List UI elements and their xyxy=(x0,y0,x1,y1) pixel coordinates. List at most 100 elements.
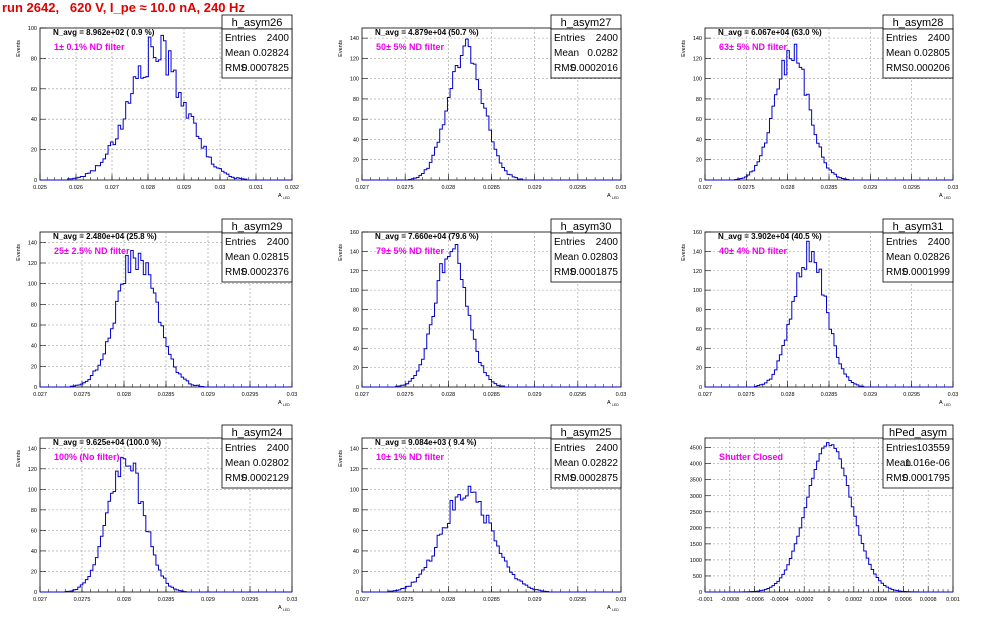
hist-title: h_asym31 xyxy=(893,221,944,233)
x-tick-label: 0.025 xyxy=(33,185,47,191)
x-tick-label: 0.029 xyxy=(177,185,191,191)
x-tick-label: 0.03 xyxy=(948,185,959,191)
x-tick-label: 0.027 xyxy=(698,392,712,398)
x-axis-title: A xyxy=(607,193,611,199)
x-tick-label: 0.0295 xyxy=(903,185,920,191)
x-axis-title-subscript: LED xyxy=(944,196,951,200)
stats-value: 0.02805 xyxy=(914,48,951,59)
x-axis-title: A xyxy=(278,400,282,406)
y-tick-label: 80 xyxy=(31,302,37,308)
histogram-panel: 0.027 0.0275 0.028 0.0285 0.029 0.0295 0.03 0 20… xyxy=(681,218,958,407)
stats-label: Mean xyxy=(225,252,250,263)
stats-value: 0.0002875 xyxy=(571,473,619,484)
y-tick-label: 120 xyxy=(350,56,359,62)
x-tick-label: 0.0295 xyxy=(242,392,259,398)
filter-annotation: 10± 1% ND filter xyxy=(376,452,444,462)
x-axis-title: A xyxy=(939,193,943,199)
stats-value: 0.02822 xyxy=(582,458,619,469)
y-tick-label: 120 xyxy=(28,467,37,473)
x-tick-label: -0.0004 xyxy=(770,597,789,603)
x-tick-label: 0.028 xyxy=(781,185,795,191)
x-tick-label: 0.0295 xyxy=(569,597,586,603)
stats-value: 0.02802 xyxy=(253,458,290,469)
stats-label: RMS xyxy=(886,63,909,74)
stats-box xyxy=(550,28,622,79)
hist-title: h_asym25 xyxy=(561,427,612,439)
stats-value: 0.0002016 xyxy=(571,63,619,74)
stats-value: 2400 xyxy=(267,237,290,248)
stats-label: Entries xyxy=(225,237,256,248)
x-tick-label: 0.029 xyxy=(528,185,542,191)
filter-annotation: 40± 4% ND filter xyxy=(719,246,787,256)
y-tick-label: 100 xyxy=(28,282,37,288)
y-tick-label: 100 xyxy=(28,26,37,32)
x-tick-label: 0.0285 xyxy=(158,597,175,603)
x-tick-label: 0.028 xyxy=(441,185,455,191)
y-tick-label: 0 xyxy=(356,385,359,391)
x-tick-label: -0.0008 xyxy=(720,597,739,603)
y-tick-label: 60 xyxy=(696,327,702,333)
x-tick-label: 0.0285 xyxy=(483,392,500,398)
stats-label: RMS xyxy=(225,473,248,484)
x-tick-label: 0.027 xyxy=(355,185,369,191)
y-tick-label: 100 xyxy=(350,487,359,493)
y-axis-title: Events xyxy=(16,40,22,57)
filter-annotation: 25± 2.5% ND filter xyxy=(54,246,130,256)
histogram-panel: 0.025 0.026 0.027 0.028 0.029 0.03 0.031 0.032 0… xyxy=(16,14,299,200)
stats-value: 0.0001795 xyxy=(903,473,951,484)
x-tick-label: 0.001 xyxy=(946,597,960,603)
x-tick-label: 0.028 xyxy=(117,597,131,603)
stats-box xyxy=(882,232,954,283)
y-tick-label: 20 xyxy=(353,158,359,164)
stats-label: Entries xyxy=(554,237,585,248)
x-tick-label: 0.029 xyxy=(201,392,215,398)
stats-label: RMS xyxy=(886,473,909,484)
stats-value: 0.02803 xyxy=(582,252,619,263)
y-tick-label: 1000 xyxy=(690,558,702,564)
stats-value: 2400 xyxy=(928,237,951,248)
x-tick-label: 0.0285 xyxy=(483,597,500,603)
y-tick-label: 100 xyxy=(350,77,359,83)
x-axis-title: A xyxy=(278,193,282,199)
x-tick-label: 0.027 xyxy=(33,597,47,603)
y-tick-label: 100 xyxy=(28,487,37,493)
stats-value: 0.02824 xyxy=(253,48,290,59)
x-tick-label: 0.0275 xyxy=(738,392,755,398)
stats-value: 2400 xyxy=(596,443,619,454)
stats-value: 0.0007825 xyxy=(242,63,290,74)
x-tick-label: 0.026 xyxy=(69,185,83,191)
y-tick-label: 80 xyxy=(696,308,702,314)
stats-label: Mean xyxy=(554,458,579,469)
stats-label: Entries xyxy=(225,443,256,454)
x-axis-title-subscript: LED xyxy=(283,196,290,200)
x-tick-label: -0.0006 xyxy=(745,597,764,603)
y-tick-label: 40 xyxy=(696,346,702,352)
y-tick-label: 60 xyxy=(696,117,702,123)
x-axis-title-subscript: LED xyxy=(612,403,619,407)
x-tick-label: 0.027 xyxy=(33,392,47,398)
stats-label: Mean xyxy=(225,48,250,59)
x-tick-label: 0.0295 xyxy=(569,185,586,191)
stats-box xyxy=(882,28,954,79)
stats-label: RMS xyxy=(554,267,577,278)
x-tick-label: 0.028 xyxy=(117,392,131,398)
navg-text: N_avg = 2.480e+04 (25.8 %) xyxy=(53,232,157,241)
y-tick-label: 140 xyxy=(28,446,37,452)
x-tick-label: 0.0295 xyxy=(569,392,586,398)
y-tick-label: 20 xyxy=(31,148,37,154)
x-tick-label: 0.027 xyxy=(698,185,712,191)
y-tick-label: 0 xyxy=(356,590,359,596)
y-tick-label: 120 xyxy=(350,467,359,473)
x-tick-label: 0.03 xyxy=(616,392,627,398)
y-tick-label: 120 xyxy=(693,56,702,62)
stats-label: Entries xyxy=(886,237,917,248)
x-tick-label: 0.028 xyxy=(441,392,455,398)
x-tick-label: 0.029 xyxy=(863,392,877,398)
y-tick-label: 500 xyxy=(693,574,702,580)
hist-title: h_asym29 xyxy=(232,221,283,233)
navg-text: N_avg = 4.879e+04 (50.7 %) xyxy=(375,28,479,37)
y-tick-label: 20 xyxy=(353,569,359,575)
y-tick-label: 80 xyxy=(31,56,37,62)
stats-label: Mean xyxy=(886,252,911,263)
y-tick-label: 80 xyxy=(696,97,702,103)
